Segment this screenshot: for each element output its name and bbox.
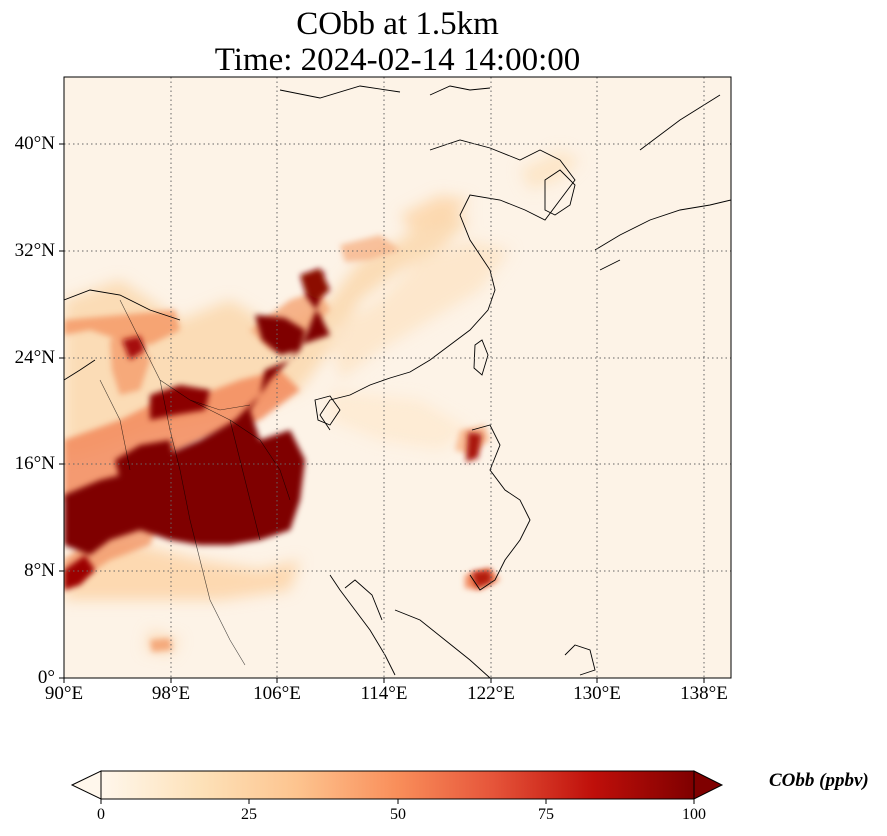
lat-label-0: 0° — [37, 667, 55, 688]
lat-label-8n: 8°N — [24, 560, 55, 581]
graticule — [64, 77, 731, 678]
concentration-field-high — [64, 268, 492, 590]
map-title: CObb at 1.5km — [296, 6, 499, 42]
lat-label-24n: 24°N — [14, 347, 55, 368]
colorbar-tick-50: 50 — [390, 806, 406, 823]
colorbar-tick-100: 100 — [682, 806, 706, 823]
lon-label-98e: 98°E — [151, 683, 191, 704]
map-subtitle-time: Time: 2024-02-14 14:00:00 — [214, 42, 581, 78]
colorbar-tick-25: 25 — [241, 806, 257, 823]
lon-label-138e: 138°E — [680, 683, 728, 704]
colorbar-tick-75: 75 — [538, 806, 554, 823]
lon-label-90e: 90°E — [44, 683, 84, 704]
map-frame — [63, 76, 732, 679]
colorbar-label: CObb (ppbv) — [769, 770, 869, 791]
lon-label-122e: 122°E — [467, 683, 515, 704]
colorbar-gradient — [101, 771, 694, 799]
lat-label-32n: 32°N — [14, 240, 55, 261]
colorbar-extend-max — [693, 770, 724, 800]
lon-label-106e: 106°E — [253, 683, 301, 704]
country-borders — [99, 299, 291, 666]
colorbar-ticks — [100, 799, 695, 804]
axis-ticks — [59, 143, 705, 683]
colorbar-extend-min — [70, 770, 102, 800]
coastlines — [64, 85, 731, 678]
map-plot — [59, 76, 732, 683]
lat-label-16n: 16°N — [14, 453, 55, 474]
lon-label-114e: 114°E — [360, 683, 408, 704]
colorbar-tick-0: 0 — [97, 806, 105, 823]
lat-label-40n: 40°N — [14, 133, 55, 154]
lon-label-130e: 130°E — [573, 683, 621, 704]
